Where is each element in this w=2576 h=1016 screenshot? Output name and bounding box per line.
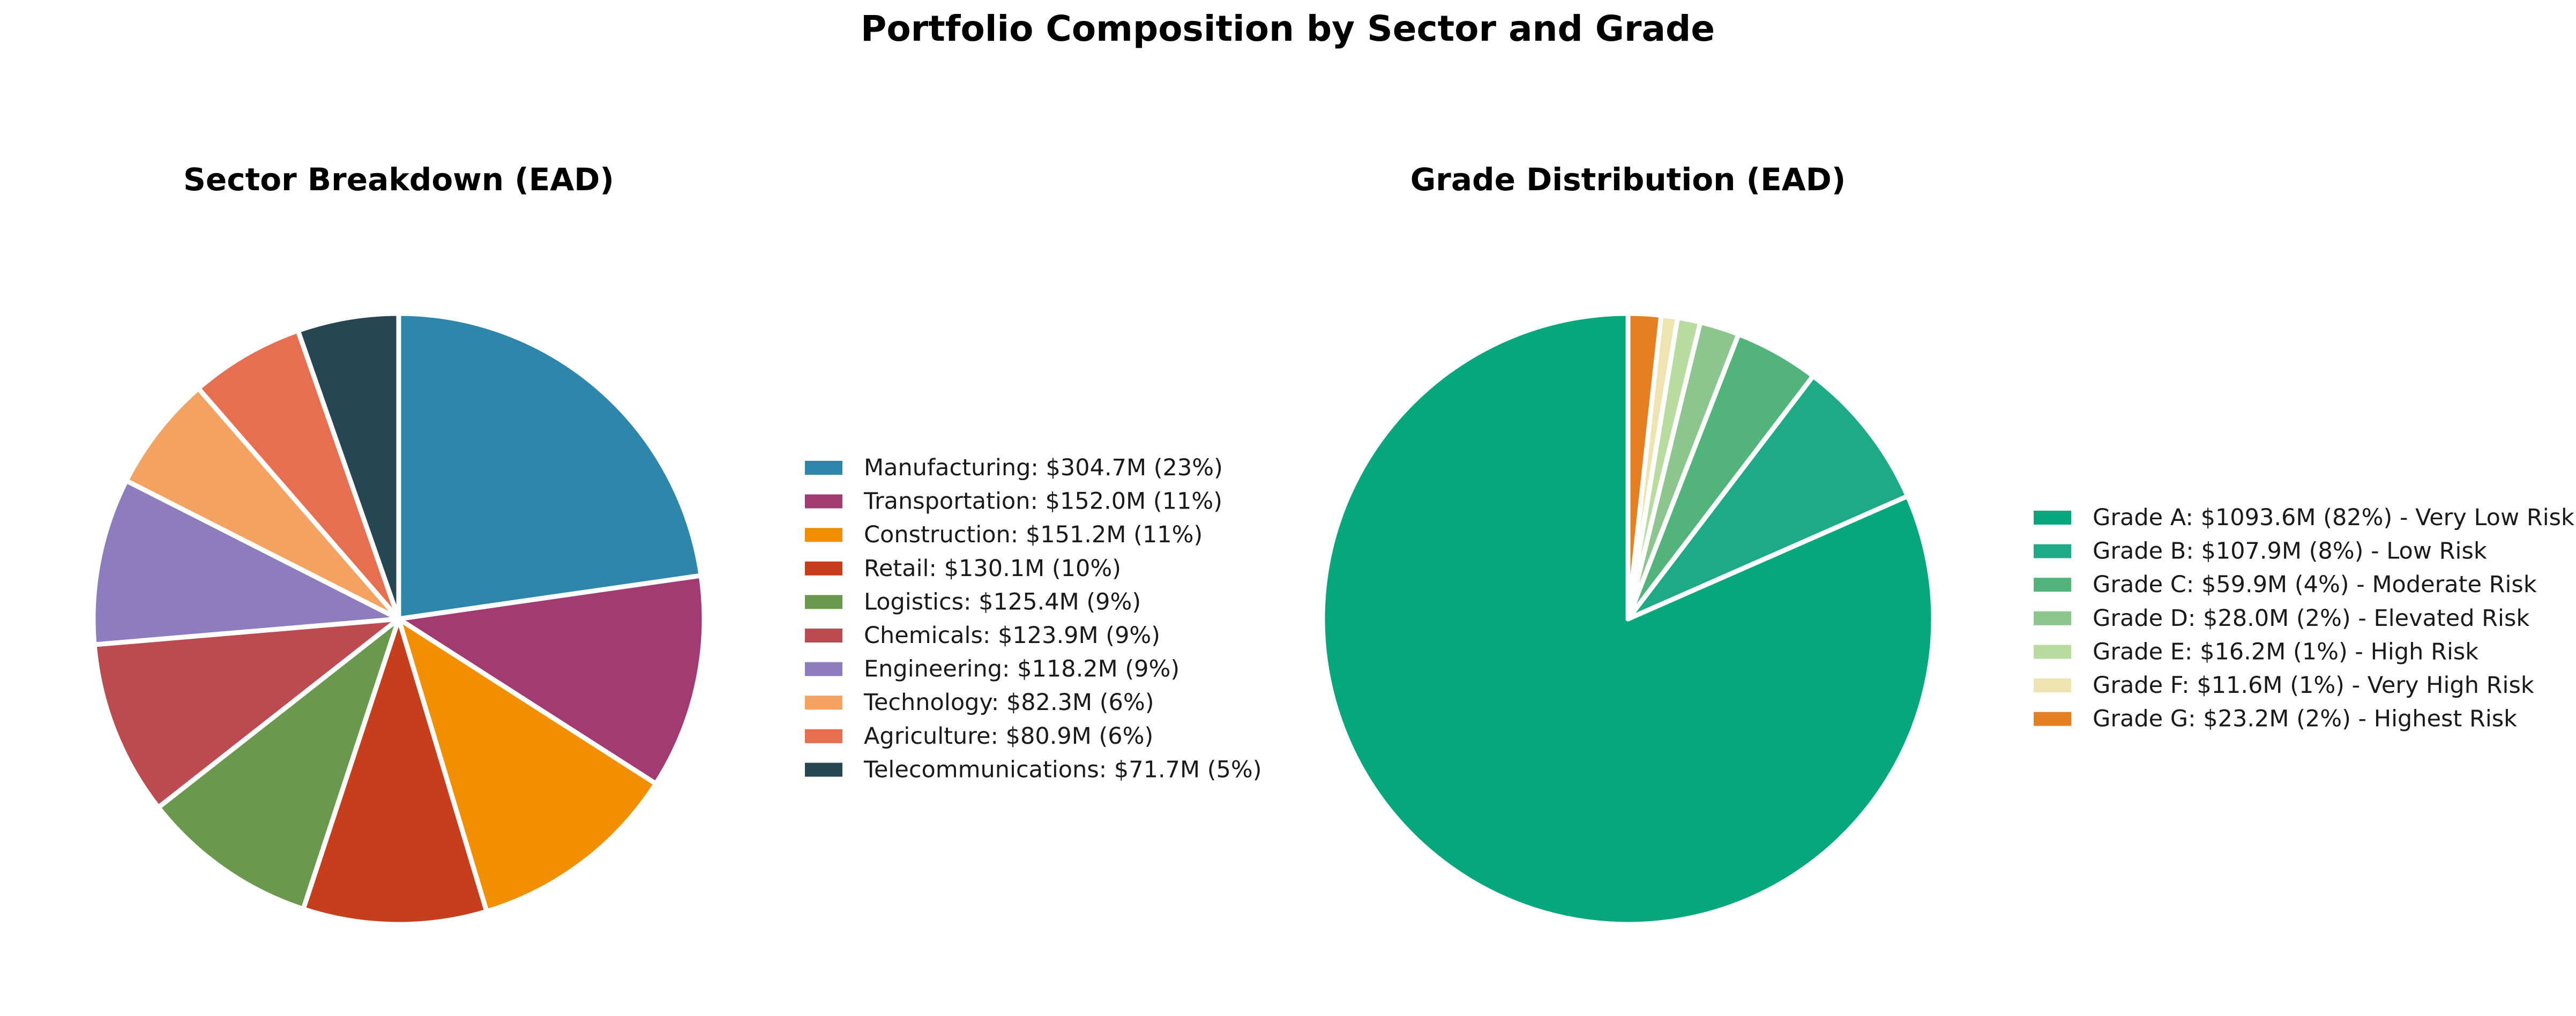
sector-legend-label-telecommunications: Telecommunications: $71.7M (5%) — [863, 756, 1262, 783]
sector-legend-item-telecommunications: Telecommunications: $71.7M (5%) — [805, 756, 1262, 783]
sector-chart-title: Sector Breakdown (EAD) — [183, 161, 614, 198]
sector-legend-swatch-manufacturing — [805, 461, 842, 475]
sector-legend-label-construction: Construction: $151.2M (11%) — [864, 521, 1203, 548]
grade-slice-grade-g — [1625, 311, 1664, 622]
sector-legend: Manufacturing: $304.7M (23%) Transportati… — [805, 454, 1262, 783]
sector-slice-manufacturing — [396, 311, 704, 622]
sector-legend-swatch-construction — [805, 528, 842, 542]
grade-legend-label-grade-d: Grade D: $28.0M (2%) - Elevated Risk — [2093, 605, 2529, 632]
sector-legend-swatch-engineering — [805, 662, 842, 676]
grade-legend-item-grade-d: Grade D: $28.0M (2%) - Elevated Risk — [2034, 605, 2529, 632]
sector-legend-swatch-telecommunications — [805, 763, 842, 777]
grade-legend-swatch-grade-g — [2034, 712, 2071, 726]
sector-legend-label-retail: Retail: $130.1M (10%) — [864, 555, 1121, 582]
sector-slice-retail — [301, 616, 489, 927]
grade-pie — [1320, 311, 1936, 927]
grade-legend-label-grade-b: Grade B: $107.9M (8%) - Low Risk — [2093, 538, 2487, 565]
grade-legend-label-grade-g: Grade G: $23.2M (2%) - Highest Risk — [2093, 706, 2517, 733]
sector-legend-label-agriculture: Agriculture: $80.9M (6%) — [864, 723, 1153, 750]
sector-legend-swatch-transportation — [805, 494, 842, 509]
sector-slice-technology — [124, 386, 401, 622]
sector-legend-swatch-chemicals — [805, 629, 842, 643]
sector-legend-item-manufacturing: Manufacturing: $304.7M (23%) — [805, 454, 1223, 481]
grade-slice-grade-a — [1320, 311, 1936, 927]
sector-legend-item-chemicals: Chemicals: $123.9M (9%) — [805, 622, 1160, 649]
grade-legend-swatch-grade-d — [2034, 611, 2071, 625]
sector-legend-label-logistics: Logistics: $125.4M (9%) — [864, 588, 1141, 615]
sector-legend-label-technology: Technology: $82.3M (6%) — [863, 689, 1154, 716]
sector-pie — [91, 311, 707, 927]
grade-chart-title: Grade Distribution (EAD) — [1410, 161, 1846, 198]
sector-legend-item-retail: Retail: $130.1M (10%) — [805, 555, 1121, 582]
grade-legend-item-grade-g: Grade G: $23.2M (2%) - Highest Risk — [2034, 706, 2517, 733]
grade-legend-swatch-grade-c — [2034, 578, 2071, 592]
sector-legend-label-manufacturing: Manufacturing: $304.7M (23%) — [864, 454, 1223, 481]
grade-legend-item-grade-f: Grade F: $11.6M (1%) - Very High Risk — [2034, 672, 2534, 699]
sector-slice-engineering — [91, 478, 401, 647]
grade-legend-label-grade-c: Grade C: $59.9M (4%) - Moderate Risk — [2093, 571, 2537, 598]
grade-legend-item-grade-a: Grade A: $1093.6M (82%) - Very Low Risk — [2034, 504, 2574, 531]
grade-legend-label-grade-a: Grade A: $1093.6M (82%) - Very Low Risk — [2093, 504, 2574, 531]
sector-legend-item-technology: Technology: $82.3M (6%) — [805, 689, 1154, 716]
grade-chart: Grade Distribution (EAD) Grade A: $1093.… — [1320, 161, 2574, 927]
figure-title: Portfolio Composition by Sector and Grad… — [861, 8, 1715, 49]
grade-legend-swatch-grade-f — [2034, 678, 2071, 692]
sector-slice-transportation — [396, 573, 707, 787]
sector-legend-item-transportation: Transportation: $152.0M (11%) — [805, 488, 1222, 515]
sector-legend-label-transportation: Transportation: $152.0M (11%) — [863, 488, 1222, 515]
sector-slice-construction — [396, 616, 659, 914]
sector-slice-chemicals — [92, 616, 401, 810]
grade-legend-swatch-grade-b — [2034, 544, 2071, 558]
grade-slice-grade-b — [1625, 373, 1910, 622]
sector-legend-label-chemicals: Chemicals: $123.9M (9%) — [864, 622, 1160, 649]
grade-legend-swatch-grade-e — [2034, 645, 2071, 659]
sector-slice-telecommunications — [295, 311, 401, 622]
sector-legend-item-construction: Construction: $151.2M (11%) — [805, 521, 1203, 548]
grade-legend-label-grade-f: Grade F: $11.6M (1%) - Very High Risk — [2093, 672, 2534, 699]
sector-legend-item-agriculture: Agriculture: $80.9M (6%) — [805, 723, 1153, 750]
sector-legend-item-engineering: Engineering: $118.2M (9%) — [805, 656, 1179, 683]
grade-legend-swatch-grade-a — [2034, 511, 2071, 525]
sector-slice-agriculture — [196, 328, 401, 622]
grade-legend-item-grade-e: Grade E: $16.2M (1%) - High Risk — [2034, 638, 2478, 665]
sector-legend-swatch-retail — [805, 561, 842, 576]
sector-chart: Sector Breakdown (EAD) Manufacturing: $3… — [91, 161, 1262, 927]
sector-legend-swatch-agriculture — [805, 729, 842, 743]
grade-legend-item-grade-c: Grade C: $59.9M (4%) - Moderate Risk — [2034, 571, 2537, 598]
sector-legend-label-engineering: Engineering: $118.2M (9%) — [864, 656, 1179, 683]
sector-legend-item-logistics: Logistics: $125.4M (9%) — [805, 588, 1141, 615]
grade-legend: Grade A: $1093.6M (82%) - Very Low Risk G… — [2034, 504, 2574, 733]
grade-legend-item-grade-b: Grade B: $107.9M (8%) - Low Risk — [2034, 538, 2487, 565]
sector-legend-swatch-technology — [805, 696, 842, 710]
sector-legend-swatch-logistics — [805, 595, 842, 609]
grade-legend-label-grade-e: Grade E: $16.2M (1%) - High Risk — [2093, 638, 2478, 665]
sector-slice-logistics — [156, 616, 401, 912]
